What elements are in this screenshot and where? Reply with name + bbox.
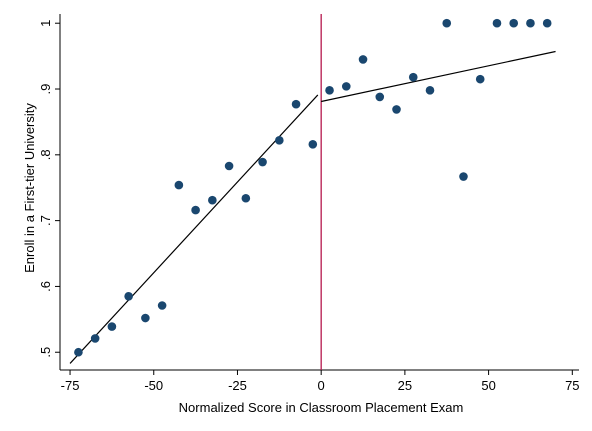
scatter-point xyxy=(459,172,468,181)
scatter-point xyxy=(74,347,83,357)
scatter-point xyxy=(191,205,200,215)
x-tick-label: 50 xyxy=(481,378,495,393)
y-tick-label: .7 xyxy=(38,215,53,226)
scatter-point xyxy=(224,161,234,171)
scatter-point xyxy=(509,18,519,28)
scatter-point xyxy=(358,55,368,64)
scatter-point xyxy=(542,18,552,28)
scatter-point xyxy=(124,291,133,301)
y-axis-label: Enroll in a First-tier University xyxy=(22,103,37,273)
x-tick-label: 75 xyxy=(565,378,579,393)
y-tick-label: .6 xyxy=(38,281,53,292)
scatter-point xyxy=(90,334,100,343)
scatter-point xyxy=(375,92,385,102)
x-tick-label: 25 xyxy=(398,378,412,393)
scatter-point xyxy=(526,18,535,28)
scatter-point xyxy=(325,86,334,95)
y-tick-label: .9 xyxy=(38,84,53,95)
scatter-point xyxy=(425,86,435,95)
scatter-point xyxy=(475,74,485,84)
scatter-point xyxy=(208,195,217,205)
x-axis-label: Normalized Score in Classroom Placement … xyxy=(179,400,464,415)
y-tick-label: .8 xyxy=(38,149,53,160)
x-tick-label: -50 xyxy=(144,378,163,393)
scatter-point xyxy=(442,18,452,28)
scatter-point xyxy=(291,99,301,109)
scatter-point xyxy=(408,72,418,82)
fit-line xyxy=(321,50,556,103)
scatter-point xyxy=(107,322,117,331)
x-tick-label: -75 xyxy=(61,378,80,393)
scatter-point xyxy=(141,313,150,323)
y-tick-label: .5 xyxy=(38,347,53,358)
scatter-point xyxy=(241,193,251,203)
scatter-point xyxy=(258,157,267,167)
scatter-point xyxy=(392,105,401,114)
scatter-point xyxy=(492,18,502,28)
y-tick-label: 1 xyxy=(38,20,53,27)
scatter-point xyxy=(308,139,318,149)
scatter-point xyxy=(341,82,351,91)
scatter-point xyxy=(174,180,184,190)
x-tick-label: -25 xyxy=(228,378,247,393)
scatter-point xyxy=(157,301,167,310)
x-tick-label: 0 xyxy=(318,378,325,393)
scatter-point xyxy=(275,136,284,145)
